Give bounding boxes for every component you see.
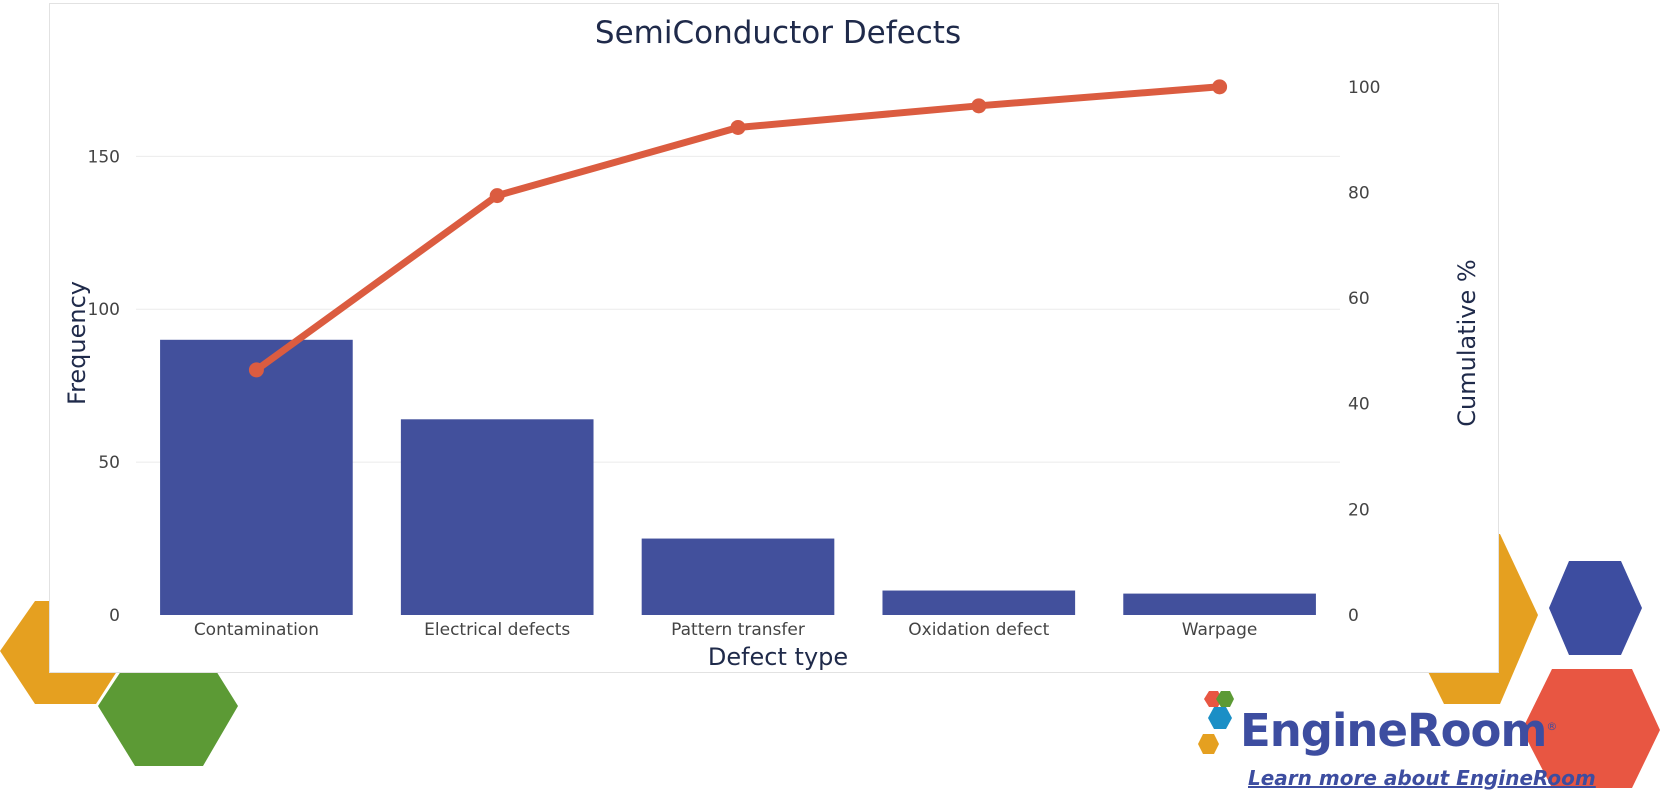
bar bbox=[882, 590, 1076, 615]
bar bbox=[641, 538, 835, 615]
bar bbox=[1123, 593, 1316, 615]
y2-tick-label: 40 bbox=[1348, 395, 1370, 415]
bar bbox=[160, 339, 353, 615]
logo-red-hex bbox=[1204, 691, 1222, 707]
logo-teal-hex bbox=[1208, 707, 1232, 729]
right-axis-ticks: 0 20 40 60 80 100 bbox=[1348, 78, 1380, 626]
y-axis-title: Frequency bbox=[63, 281, 91, 405]
y2-tick-label: 20 bbox=[1348, 500, 1370, 520]
y2-tick-label: 60 bbox=[1348, 289, 1370, 309]
pareto-chart: 0 50 100 150 0 20 40 60 80 100 Contamination Elec… bbox=[63, 15, 1481, 671]
left-axis-ticks: 0 50 100 150 bbox=[88, 147, 120, 626]
category-ticks: Contamination Electrical defects Pattern t… bbox=[194, 620, 1258, 640]
brand-name-text: EngineRoom bbox=[1240, 704, 1547, 757]
y-tick-label: 0 bbox=[109, 606, 120, 626]
y-tick-label: 50 bbox=[98, 453, 120, 473]
x-tick-label: Pattern transfer bbox=[671, 620, 805, 640]
x-tick-label: Warpage bbox=[1182, 620, 1258, 640]
y2-tick-label: 80 bbox=[1348, 183, 1370, 203]
logo-green-hex bbox=[1216, 691, 1234, 707]
green-hexagon-left bbox=[98, 650, 238, 766]
logo-orange-hex bbox=[1198, 734, 1219, 754]
x-tick-label: Contamination bbox=[194, 620, 319, 640]
blue-hexagon-right bbox=[1549, 561, 1642, 655]
y2-tick-label: 100 bbox=[1348, 78, 1380, 98]
y2-axis-title: Cumulative % bbox=[1453, 259, 1481, 426]
cumulative-point bbox=[489, 188, 505, 204]
chart-title: SemiConductor Defects bbox=[595, 15, 961, 51]
chart-panel: 0 50 100 150 0 20 40 60 80 100 Contamination Elec… bbox=[49, 3, 1499, 673]
bar bbox=[400, 419, 594, 615]
cumulative-points bbox=[248, 79, 1228, 378]
cumulative-point bbox=[971, 98, 987, 114]
engineroom-brand: EngineRoom® Learn more about EngineRoom bbox=[1196, 690, 1596, 790]
x-axis-title: Defect type bbox=[708, 643, 848, 671]
learn-more-link[interactable]: Learn more about EngineRoom bbox=[1248, 766, 1596, 790]
red-hexagon-right bbox=[1522, 669, 1660, 788]
bars bbox=[160, 339, 1316, 615]
x-tick-label: Electrical defects bbox=[424, 620, 570, 640]
y-tick-label: 150 bbox=[88, 147, 120, 167]
engineroom-wordmark: EngineRoom® bbox=[1240, 704, 1557, 757]
cumulative-point bbox=[248, 362, 264, 378]
cumulative-point bbox=[1212, 79, 1228, 95]
y-tick-label: 100 bbox=[88, 300, 120, 320]
registered-mark: ® bbox=[1546, 720, 1557, 733]
y2-tick-label: 0 bbox=[1348, 606, 1359, 626]
engineroom-logo-icon bbox=[1198, 691, 1234, 754]
cumulative-point bbox=[730, 119, 746, 135]
x-tick-label: Oxidation defect bbox=[908, 620, 1049, 640]
